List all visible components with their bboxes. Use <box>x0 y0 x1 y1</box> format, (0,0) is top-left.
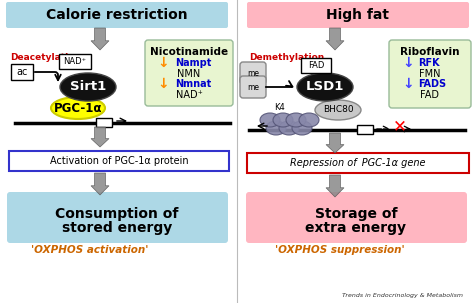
Text: High fat: High fat <box>327 8 390 22</box>
Text: K4: K4 <box>274 104 285 112</box>
Polygon shape <box>91 28 109 50</box>
Polygon shape <box>326 133 344 153</box>
Text: ✕: ✕ <box>393 117 407 135</box>
Ellipse shape <box>292 121 312 135</box>
FancyBboxPatch shape <box>7 192 228 243</box>
Text: Demethylation: Demethylation <box>249 52 324 62</box>
Ellipse shape <box>266 121 286 135</box>
Bar <box>96 118 112 127</box>
FancyBboxPatch shape <box>9 151 229 171</box>
FancyBboxPatch shape <box>246 192 467 243</box>
Text: FAD: FAD <box>420 90 439 100</box>
Text: Consumption of: Consumption of <box>55 207 179 221</box>
Text: ↓: ↓ <box>402 77 414 91</box>
Polygon shape <box>326 175 344 197</box>
Text: me: me <box>247 68 259 78</box>
Text: Sirt1: Sirt1 <box>70 81 106 94</box>
Ellipse shape <box>51 97 105 119</box>
Text: ac: ac <box>16 67 27 77</box>
Text: Trends in Endocrinology & Metabolism: Trends in Endocrinology & Metabolism <box>342 293 463 298</box>
Text: Repression of  PGC-1α gene: Repression of PGC-1α gene <box>290 158 426 168</box>
Text: Riboflavin: Riboflavin <box>400 47 460 57</box>
Ellipse shape <box>286 113 306 127</box>
Polygon shape <box>91 173 109 195</box>
Polygon shape <box>326 28 344 50</box>
FancyBboxPatch shape <box>11 64 33 80</box>
FancyBboxPatch shape <box>59 54 91 69</box>
Text: ↓: ↓ <box>157 56 169 70</box>
Ellipse shape <box>315 100 361 120</box>
Text: extra energy: extra energy <box>306 221 407 235</box>
Text: ↓: ↓ <box>157 77 169 91</box>
FancyBboxPatch shape <box>247 153 469 173</box>
FancyBboxPatch shape <box>240 76 266 98</box>
Text: Nampt: Nampt <box>175 58 211 68</box>
Text: BHC80: BHC80 <box>323 105 353 115</box>
Text: 'OXPHOS activation': 'OXPHOS activation' <box>31 245 149 255</box>
Bar <box>357 125 373 134</box>
Text: Nmnat: Nmnat <box>175 79 211 89</box>
FancyBboxPatch shape <box>247 2 469 28</box>
Text: PGC-1α: PGC-1α <box>54 102 102 115</box>
Text: Calorie restriction: Calorie restriction <box>46 8 188 22</box>
Text: NAD⁺: NAD⁺ <box>175 90 202 100</box>
Text: Storage of: Storage of <box>315 207 397 221</box>
Text: 'OXPHOS suppression': 'OXPHOS suppression' <box>275 245 405 255</box>
FancyBboxPatch shape <box>389 40 471 108</box>
FancyBboxPatch shape <box>6 2 228 28</box>
FancyBboxPatch shape <box>240 62 266 84</box>
Ellipse shape <box>260 113 280 127</box>
Polygon shape <box>91 127 109 147</box>
Text: FADS: FADS <box>418 79 446 89</box>
Ellipse shape <box>60 73 116 101</box>
Ellipse shape <box>297 73 353 101</box>
FancyBboxPatch shape <box>145 40 233 106</box>
Text: FMN: FMN <box>419 69 441 79</box>
Ellipse shape <box>279 121 299 135</box>
Text: me: me <box>247 82 259 92</box>
Text: stored energy: stored energy <box>62 221 172 235</box>
Text: Deacetylation: Deacetylation <box>10 52 81 62</box>
Text: ↓: ↓ <box>402 56 414 70</box>
Text: LSD1: LSD1 <box>306 81 344 94</box>
Text: Nicotinamide: Nicotinamide <box>150 47 228 57</box>
Text: NAD⁺: NAD⁺ <box>64 57 87 66</box>
Text: RFK: RFK <box>418 58 439 68</box>
Text: FAD: FAD <box>308 61 324 70</box>
FancyBboxPatch shape <box>301 58 331 73</box>
Ellipse shape <box>273 113 293 127</box>
Ellipse shape <box>299 113 319 127</box>
Text: Activation of PGC-1α protein: Activation of PGC-1α protein <box>50 156 188 166</box>
Text: NMN: NMN <box>177 69 201 79</box>
